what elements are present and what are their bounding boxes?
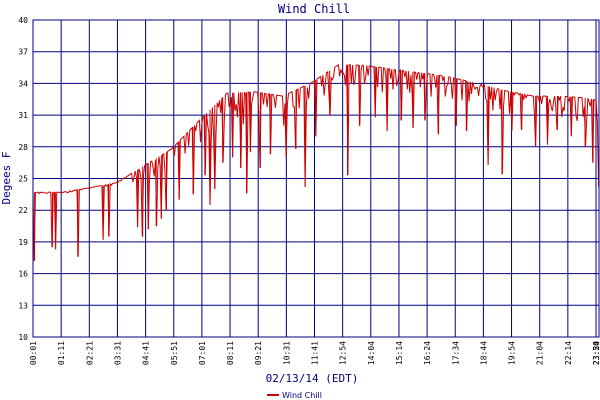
y-tick-label: 37 <box>18 48 28 57</box>
x-tick-label: 16:24 <box>423 341 432 365</box>
x-axis-label: 02/13/14 (EDT) <box>266 372 359 385</box>
x-tick-label: 10:31 <box>282 341 291 365</box>
y-tick-label: 25 <box>18 175 28 184</box>
y-tick-label: 34 <box>18 79 28 88</box>
x-tick-label: 14:04 <box>367 341 376 365</box>
series-wind-chill <box>32 64 600 261</box>
y-tick-label: 16 <box>18 270 28 279</box>
chart-title: Wind Chill <box>278 2 350 16</box>
x-tick-label: 22:14 <box>564 341 573 365</box>
x-tick-label: 05:51 <box>170 341 179 365</box>
plot-frame <box>32 19 600 338</box>
y-tick-label: 31 <box>18 111 28 120</box>
x-tick-label: 11:41 <box>311 341 320 365</box>
x-tick-label: 03:31 <box>113 341 122 365</box>
x-tick-label: 08:11 <box>226 341 235 365</box>
y-tick-label: 40 <box>18 16 28 25</box>
x-tick-label: 23:50 <box>592 341 600 365</box>
x-tick-label: 02:21 <box>85 341 94 365</box>
x-tick-label: 00:01 <box>29 341 38 365</box>
y-tick-label: 13 <box>18 301 28 310</box>
x-tick-label: 17:34 <box>451 341 460 365</box>
x-axis-ticks: 00:01 01:11 02:21 03:31 04:41 05:51 07:01 08:11… <box>29 341 600 365</box>
x-tick-label: 19:54 <box>508 341 517 365</box>
legend-label: Wind Chill <box>282 391 322 400</box>
x-tick-label: 15:14 <box>395 341 404 365</box>
y-axis-ticks: 10 13 16 19 22 25 28 31 34 37 40 <box>18 16 28 342</box>
x-tick-label: 12:54 <box>339 341 348 365</box>
x-tick-label: 04:41 <box>142 341 151 365</box>
y-tick-label: 19 <box>18 238 28 247</box>
x-tick-label: 21:04 <box>536 341 545 365</box>
x-tick-label: 01:11 <box>57 341 66 365</box>
x-tick-label: 18:44 <box>479 341 488 365</box>
y-tick-label: 10 <box>18 333 28 342</box>
y-tick-label: 22 <box>18 206 28 215</box>
x-tick-label: 23:24 <box>592 341 600 365</box>
y-tick-label: 28 <box>18 143 28 152</box>
x-tick-label: 07:01 <box>198 341 207 365</box>
x-tick-label: 09:21 <box>254 341 263 365</box>
legend: Wind Chill <box>267 391 322 400</box>
y-axis-label: Degees F <box>0 152 13 205</box>
grid <box>33 19 599 338</box>
